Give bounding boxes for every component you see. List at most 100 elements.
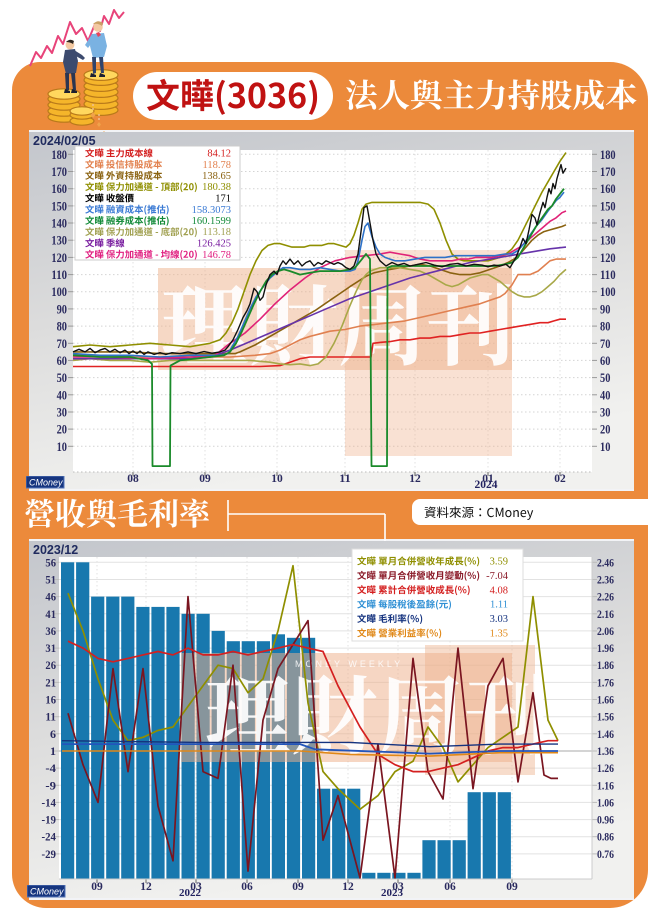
svg-text:50: 50 [600,370,610,385]
svg-text:150: 150 [600,198,616,213]
svg-text:0.86: 0.86 [597,832,614,844]
svg-text:84.12: 84.12 [207,149,231,160]
svg-text:09: 09 [199,471,211,485]
svg-text:-14: -14 [42,797,57,809]
svg-text:-7.04: -7.04 [486,571,509,582]
svg-text:50: 50 [57,370,67,385]
svg-text:1.26: 1.26 [597,763,614,775]
svg-text:146.78: 146.78 [202,250,231,261]
svg-text:120: 120 [600,250,616,265]
svg-text:1.46: 1.46 [597,729,614,741]
svg-text:4.08: 4.08 [490,585,508,596]
svg-text:2.36: 2.36 [597,575,614,587]
svg-text:110: 110 [600,267,616,282]
svg-text:100: 100 [51,284,67,299]
svg-text:171: 171 [215,194,231,205]
svg-text:6: 6 [50,729,56,741]
svg-text:120: 120 [51,250,67,265]
svg-text:170: 170 [51,164,67,179]
svg-text:1.96: 1.96 [597,643,614,655]
svg-text:09: 09 [91,881,103,893]
svg-text:12: 12 [409,471,421,485]
svg-text:01: 01 [482,471,494,485]
svg-text:1.86: 1.86 [597,660,614,672]
svg-text:80: 80 [600,319,610,334]
svg-text:2024: 2024 [475,479,498,489]
svg-text:1.11: 1.11 [490,600,508,611]
svg-text:60: 60 [57,353,67,368]
svg-text:140: 140 [600,216,616,231]
svg-text:02: 02 [554,471,566,485]
svg-text:40: 40 [600,387,610,402]
svg-text:3.03: 3.03 [490,614,508,625]
svg-text:CMoney: CMoney [29,478,63,488]
svg-text:118.78: 118.78 [203,160,232,171]
svg-text:90: 90 [600,301,610,316]
svg-text:41: 41 [45,609,56,621]
svg-text:160.1599: 160.1599 [192,216,231,227]
svg-text:51: 51 [45,575,56,587]
svg-text:03: 03 [190,881,202,893]
svg-text:56: 56 [45,557,56,569]
svg-text:46: 46 [45,592,56,604]
svg-text:12: 12 [140,881,152,893]
svg-text:2.26: 2.26 [597,592,614,604]
svg-text:26: 26 [45,660,56,672]
svg-text:09: 09 [506,881,518,893]
svg-text:1.56: 1.56 [597,712,614,724]
svg-text:2.46: 2.46 [597,557,614,569]
svg-text:06: 06 [444,881,456,893]
svg-text:0.96: 0.96 [597,815,614,827]
svg-text:100: 100 [600,284,616,299]
svg-text:170: 170 [600,164,616,179]
svg-text:150: 150 [51,198,67,213]
svg-text:110: 110 [51,267,67,282]
svg-text:1: 1 [50,746,56,758]
svg-text:16: 16 [45,695,56,707]
svg-text:20: 20 [57,422,67,437]
svg-text:2023/12: 2023/12 [33,543,78,557]
svg-text:09: 09 [292,881,304,893]
svg-text:03: 03 [392,881,404,893]
svg-text:70: 70 [600,336,610,351]
svg-text:36: 36 [45,626,56,638]
svg-text:113.18: 113.18 [203,227,232,238]
svg-text:1.76: 1.76 [597,677,614,689]
svg-text:-9: -9 [45,780,56,792]
svg-text:1.66: 1.66 [597,695,614,707]
svg-text:180: 180 [600,147,616,162]
svg-text:21: 21 [45,677,56,689]
svg-text:130: 130 [51,233,67,248]
svg-text:126.425: 126.425 [197,239,231,250]
svg-text:138.65: 138.65 [202,171,231,182]
svg-text:40: 40 [57,387,67,402]
svg-text:06: 06 [241,881,253,893]
svg-text:2.06: 2.06 [597,626,614,638]
svg-text:-29: -29 [42,849,57,861]
svg-text:90: 90 [57,301,67,316]
svg-text:-19: -19 [42,815,57,827]
svg-text:12: 12 [342,881,354,893]
svg-text:30: 30 [600,405,610,420]
svg-text:0.76: 0.76 [597,849,614,861]
svg-text:11: 11 [45,712,56,724]
svg-text:140: 140 [51,216,67,231]
svg-text:160: 160 [51,181,67,196]
svg-text:1.35: 1.35 [490,629,508,640]
svg-text:2.16: 2.16 [597,609,614,621]
svg-text:11: 11 [339,471,351,485]
svg-text:2024/02/05: 2024/02/05 [33,134,96,148]
svg-text:10: 10 [57,439,67,454]
svg-text:2022: 2022 [179,887,202,898]
svg-text:160: 160 [600,181,616,196]
svg-text:180: 180 [51,147,67,162]
svg-text:08: 08 [127,471,139,485]
svg-text:60: 60 [600,353,610,368]
svg-text:30: 30 [57,405,67,420]
svg-text:130: 130 [600,233,616,248]
svg-text:70: 70 [57,336,67,351]
svg-text:158.3073: 158.3073 [192,205,231,216]
svg-text:1.16: 1.16 [597,780,614,792]
svg-text:-4: -4 [45,763,56,775]
svg-text:2023: 2023 [381,887,404,898]
